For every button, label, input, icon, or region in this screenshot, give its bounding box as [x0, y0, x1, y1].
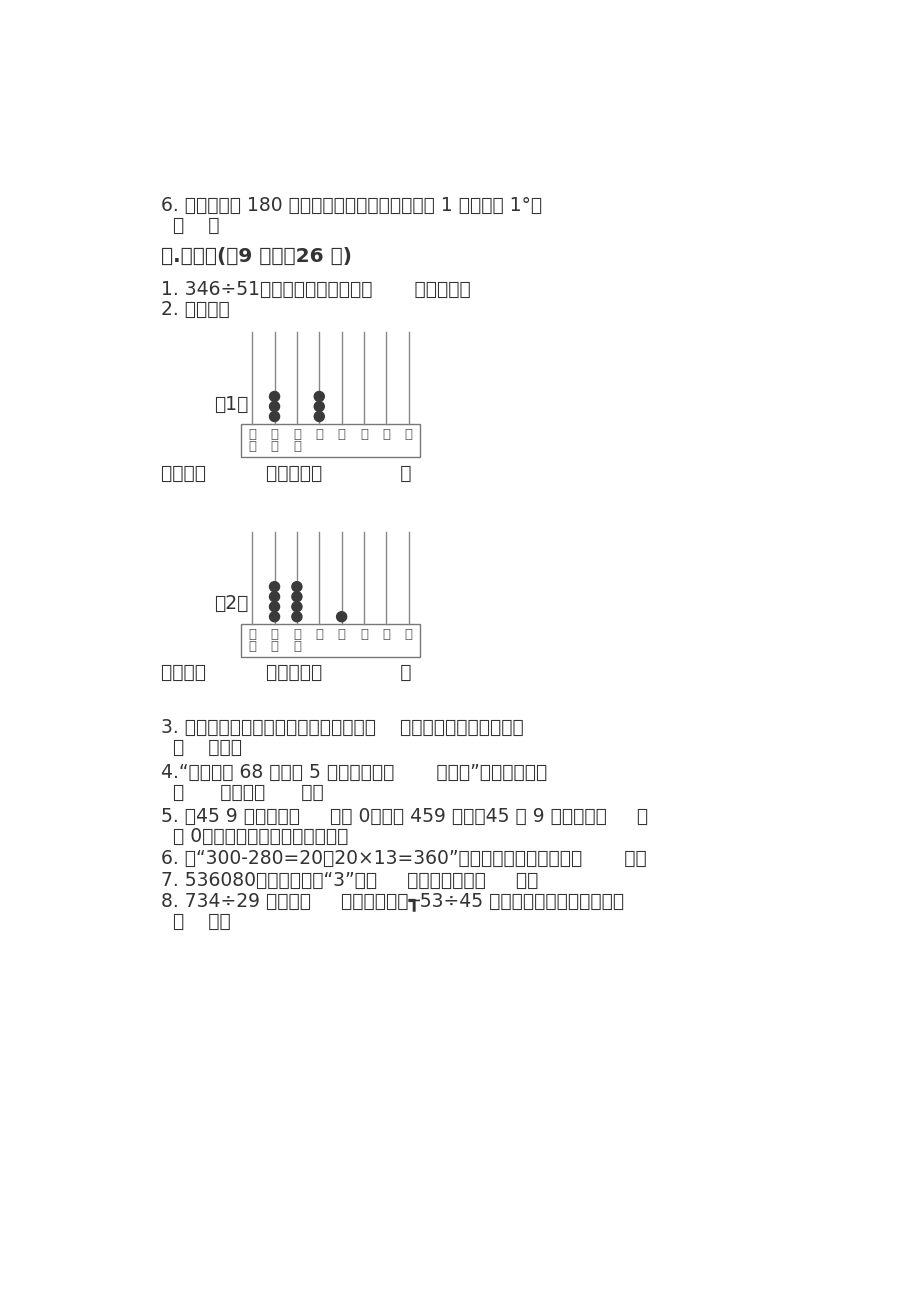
Text: 百: 百 [270, 428, 278, 440]
Circle shape [269, 582, 279, 591]
Circle shape [269, 401, 279, 411]
Text: 5. 在45 9 后面添上（     ）个 0，就是 459 万；在45 和 9 中间添上（     ）: 5. 在45 9 后面添上（ ）个 0，就是 459 万；在45 和 9 中间添… [162, 807, 648, 825]
Circle shape [269, 602, 279, 612]
Text: 百: 百 [359, 428, 368, 440]
Text: 万: 万 [270, 440, 278, 453]
Text: 万: 万 [292, 641, 301, 654]
Circle shape [269, 591, 279, 602]
Text: （1）: （1） [214, 395, 248, 414]
Text: 3. 长方形，正方形和平行四边形都是由（    ）围成的图形，它们都是: 3. 长方形，正方形和平行四边形都是由（ ）围成的图形，它们都是 [162, 719, 524, 737]
Text: 7. 536080，这个数中的“3”在（     ）位上，表示（     ）。: 7. 536080，这个数中的“3”在（ ）位上，表示（ ）。 [162, 871, 539, 889]
Text: 8. 734÷29 的商是（     ）位数；要使┱53÷45 的商是一位数，口里可以填: 8. 734÷29 的商是（ ）位数；要使┱53÷45 的商是一位数，口里可以填 [162, 892, 624, 911]
Text: 千: 千 [248, 628, 255, 641]
Text: 千: 千 [248, 428, 255, 440]
Text: 千: 千 [337, 628, 346, 641]
Text: 万: 万 [315, 428, 323, 440]
Text: 个: 个 [404, 628, 413, 641]
Text: 万: 万 [248, 641, 255, 654]
Text: 写作：（          ）读作：（             ）: 写作：（ ）读作：（ ） [162, 465, 412, 483]
Text: 个: 个 [404, 428, 413, 440]
Circle shape [314, 401, 324, 411]
Circle shape [314, 392, 324, 401]
Text: 4.“每个足球 68 元，买 5 个足球要花（       ）元。”这道题中已知: 4.“每个足球 68 元，买 5 个足球要花（ ）元。”这道题中已知 [162, 763, 547, 783]
Text: （    ）形。: （ ）形。 [173, 738, 242, 758]
Text: （2）: （2） [214, 594, 248, 613]
Text: 十: 十 [382, 628, 390, 641]
Text: 十: 十 [382, 428, 390, 440]
Circle shape [314, 411, 324, 422]
Text: 万: 万 [315, 628, 323, 641]
Circle shape [269, 411, 279, 422]
Text: （    ）。: （ ）。 [173, 913, 231, 931]
Text: 写作：（          ）读作：（             ）: 写作：（ ）读作：（ ） [162, 663, 412, 682]
Bar [241, 424, 419, 457]
Bar [241, 625, 419, 656]
Text: （    ）: （ ） [173, 216, 220, 236]
Text: （      ），求（      ）。: （ ），求（ ）。 [173, 783, 323, 802]
Text: 万: 万 [270, 641, 278, 654]
Text: 1. 346÷51，可以将被除数看做（       ）来试商。: 1. 346÷51，可以将被除数看做（ ）来试商。 [162, 280, 471, 298]
Circle shape [269, 392, 279, 401]
Text: 千: 千 [337, 428, 346, 440]
Circle shape [291, 612, 301, 622]
Circle shape [269, 612, 279, 622]
Circle shape [336, 612, 346, 622]
Text: 十: 十 [292, 428, 301, 440]
Circle shape [291, 582, 301, 591]
Circle shape [291, 602, 301, 612]
Text: 三.填空题(兲9 题，內26 分): 三.填空题(兲9 题，內26 分) [162, 247, 352, 266]
Text: 2. 填一填。: 2. 填一填。 [162, 299, 230, 319]
Text: 个 0，才能成为四百五十万零九。: 个 0，才能成为四百五十万零九。 [173, 827, 348, 846]
Text: 6. 把“300-280=20，20×13=360”改写成一个综合算式是（       ）。: 6. 把“300-280=20，20×13=360”改写成一个综合算式是（ ）。 [162, 849, 647, 868]
Text: 百: 百 [359, 628, 368, 641]
Text: 十: 十 [292, 628, 301, 641]
Text: 百: 百 [270, 628, 278, 641]
Text: 6. 把半圆分成 180 份，每一份所对的角的大小是 1 度，记作 1°。: 6. 把半圆分成 180 份，每一份所对的角的大小是 1 度，记作 1°。 [162, 197, 542, 215]
Text: 万: 万 [292, 440, 301, 453]
Text: 万: 万 [248, 440, 255, 453]
Circle shape [291, 591, 301, 602]
